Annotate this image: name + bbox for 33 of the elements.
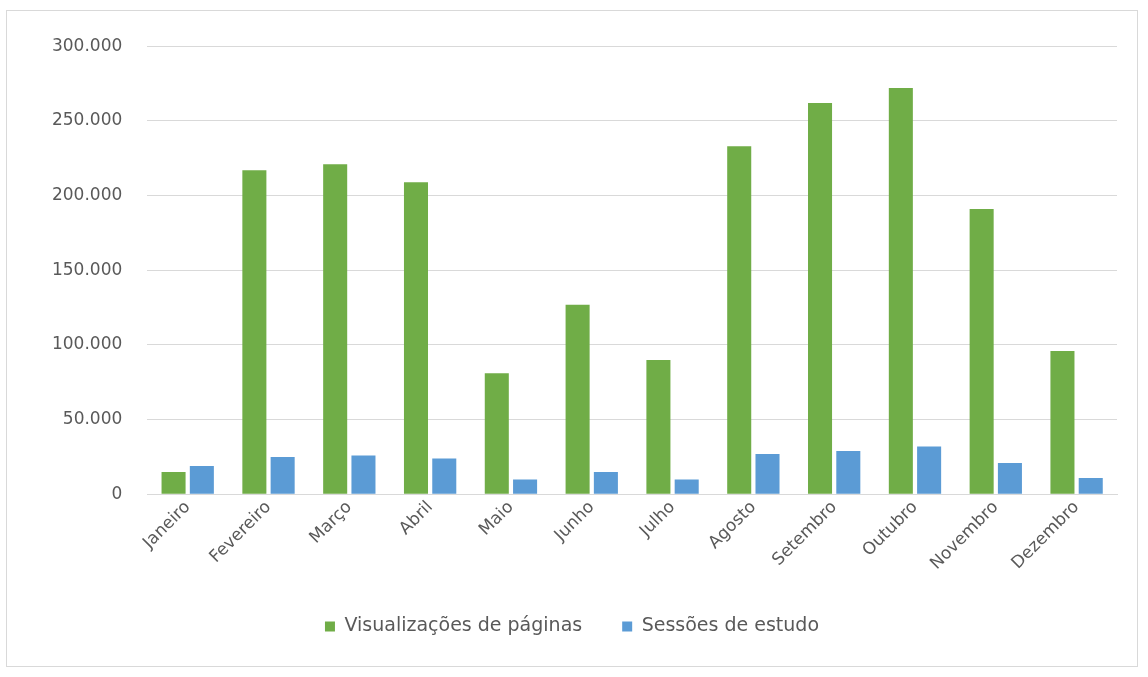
y-tick-label: 300.000 (51, 34, 123, 55)
y-tick-label: 100.000 (51, 333, 123, 354)
bar (727, 146, 752, 494)
bar (403, 182, 429, 494)
y-tick-label: 50.000 (62, 408, 123, 429)
y-tick-label: 200.000 (51, 184, 123, 204)
bar (323, 164, 348, 494)
bar (513, 479, 538, 494)
y-tick-label: 150.000 (51, 258, 123, 279)
legend-label: Sessões de estudo (641, 613, 820, 636)
bar (161, 471, 186, 494)
bar (888, 88, 913, 494)
bar (1050, 350, 1075, 494)
bar (565, 304, 590, 494)
bar (351, 455, 376, 494)
bar (674, 479, 699, 494)
bar (917, 446, 942, 494)
bar (836, 451, 861, 494)
bar (242, 170, 267, 494)
legend-label: Visualizações de páginas (344, 613, 583, 636)
bar (755, 454, 780, 494)
bar (1078, 477, 1103, 494)
y-tick-label: 250.000 (51, 109, 123, 130)
bar (969, 209, 994, 494)
bar (270, 457, 295, 494)
bar (646, 359, 671, 494)
y-tick-label: 0 (111, 482, 123, 503)
bar (189, 465, 214, 494)
bar (997, 462, 1022, 494)
bar (484, 373, 509, 494)
bar (808, 102, 833, 494)
bar (432, 458, 457, 494)
bar (593, 471, 618, 494)
